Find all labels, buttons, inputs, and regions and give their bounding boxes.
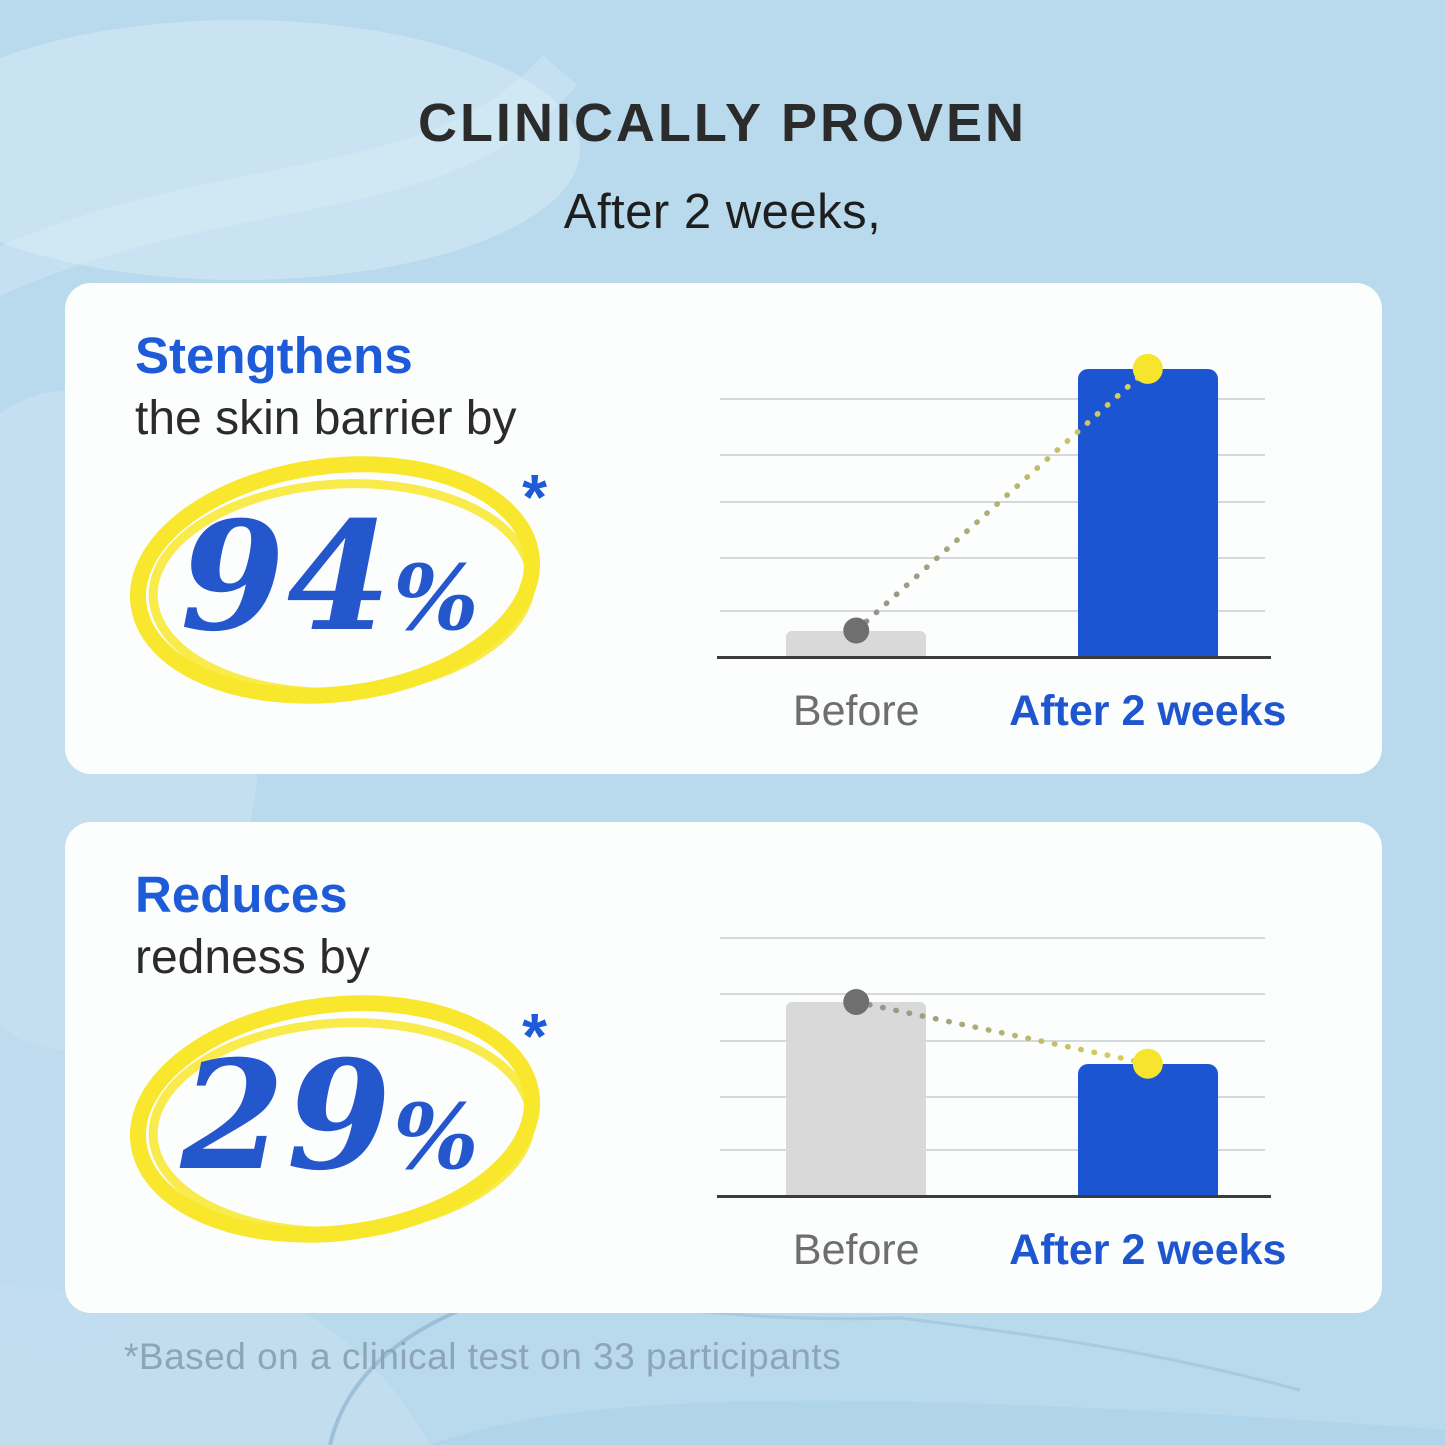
gridline — [720, 993, 1265, 996]
result-card-skin-barrier: Stengthens the skin barrier by 94% * — [65, 283, 1382, 774]
card-heading-highlight: Reduces — [135, 866, 348, 923]
gridline — [720, 937, 1265, 940]
gridline — [720, 557, 1265, 560]
card-heading: Reduces redness by — [135, 862, 370, 989]
stat-number: 94 — [180, 488, 394, 665]
stat-number: 29 — [180, 1027, 394, 1204]
x-label-after-2-weeks: After 2 weeks — [1009, 687, 1287, 735]
percent-sign: % — [393, 544, 481, 651]
bar-chart-skin-barrier: Before After 2 weeks — [717, 353, 1287, 738]
trend-dotted-line — [853, 999, 1151, 1067]
after-dot-marker — [1132, 1048, 1163, 1079]
stat-value: 29% — [180, 1028, 480, 1204]
header: CLINICALLY PROVEN After 2 weeks, — [0, 92, 1445, 240]
trend-connector — [843, 353, 1163, 644]
after-dot-marker — [1132, 353, 1163, 384]
gridline — [720, 609, 1265, 612]
bar-before — [786, 1001, 927, 1196]
bar-after-2-weeks — [1077, 1063, 1218, 1196]
percent-sign: % — [393, 1083, 481, 1190]
before-dot-marker — [843, 617, 870, 644]
stat-94-percent: 94% * — [127, 455, 551, 713]
x-label-before: Before — [792, 1226, 920, 1274]
x-axis-baseline — [717, 1195, 1271, 1198]
footnote-asterisk: * — [522, 461, 547, 533]
before-dot-marker — [843, 988, 870, 1015]
card-heading-rest: the skin barrier by — [135, 392, 517, 446]
gridline — [720, 398, 1265, 401]
page-subtitle: After 2 weeks, — [563, 185, 882, 239]
gridline — [720, 501, 1265, 504]
x-axis-baseline — [717, 656, 1271, 659]
footnote-asterisk: * — [522, 1000, 547, 1072]
gridline — [720, 1096, 1265, 1099]
bar-after-2-weeks — [1077, 368, 1218, 657]
stat-value: 94% — [180, 489, 480, 665]
clinical-test-footnote: *Based on a clinical test on 33 particip… — [124, 1336, 842, 1377]
chart-plot-area — [717, 902, 1271, 1198]
trend-dotted-line — [853, 366, 1151, 634]
x-label-before: Before — [792, 687, 920, 735]
x-axis-labels: Before After 2 weeks — [720, 687, 1287, 737]
hand-drawn-circle-highlight — [129, 995, 541, 1243]
gridline — [720, 1148, 1265, 1151]
gridline — [720, 1040, 1265, 1043]
chart-plot-area — [717, 353, 1271, 659]
card-heading-highlight: Stengthens — [135, 327, 413, 384]
stat-29-percent: 29% * — [127, 994, 551, 1252]
card-heading-rest: redness by — [135, 931, 370, 985]
page-title: CLINICALLY PROVEN — [417, 93, 1028, 153]
x-label-after-2-weeks: After 2 weeks — [1009, 1226, 1287, 1274]
trend-connector — [843, 988, 1163, 1079]
bar-chart-redness: Before After 2 weeks — [717, 902, 1287, 1277]
x-axis-labels: Before After 2 weeks — [720, 1226, 1287, 1276]
gridline — [720, 454, 1265, 457]
card-heading: Stengthens the skin barrier by — [135, 323, 517, 450]
hand-drawn-circle-highlight — [129, 456, 541, 704]
result-card-redness: Reduces redness by 29% * — [65, 822, 1382, 1313]
